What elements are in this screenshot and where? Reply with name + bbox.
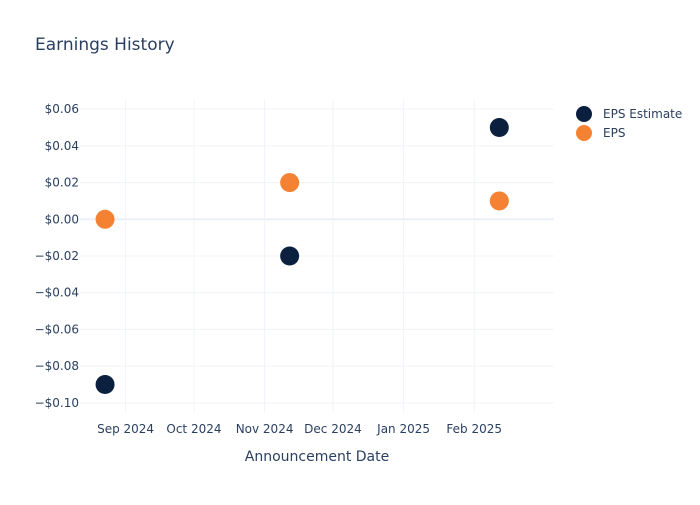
eps-point [489,191,509,211]
x-axis-ticks: Sep 2024 Oct 2024 Nov 2024 Dec 2024 Jan 2025… [97,422,502,436]
eps-estimate-point [280,246,300,266]
legend-marker [576,106,592,122]
legend-item[interactable]: EPS Estimate [576,106,682,122]
legend-label: EPS Estimate [603,107,682,121]
x-axis-title: Announcement Date [245,449,389,465]
eps-estimate-point [95,374,115,394]
grid-lines [80,100,554,412]
y-tick-label: −$0.02 [35,249,79,263]
x-tick-label: Dec 2024 [304,422,362,436]
eps-point [280,173,300,193]
y-axis-ticks: $0.06 $0.04 $0.02 $0.00 −$0.02 −$0.04 −$0.06 −$… [35,102,79,410]
y-tick-label: −$0.10 [35,396,79,410]
y-tick-label: $0.02 [45,176,79,190]
data-points [95,118,509,394]
y-tick-label: $0.06 [45,102,79,116]
x-tick-label: Sep 2024 [97,422,154,436]
x-tick-label: Oct 2024 [166,422,221,436]
eps-estimate-point [489,118,509,138]
legend[interactable]: EPS Estimate EPS [576,106,682,141]
x-tick-label: Jan 2025 [376,422,430,436]
legend-label: EPS [603,126,625,140]
y-tick-label: −$0.08 [35,359,79,373]
x-tick-label: Feb 2025 [446,422,502,436]
y-tick-label: $0.00 [45,212,79,226]
y-tick-label: $0.04 [45,139,79,153]
eps-point [95,209,115,229]
x-tick-label: Nov 2024 [236,422,294,436]
y-tick-label: −$0.06 [35,322,79,336]
legend-item[interactable]: EPS [576,125,625,141]
y-tick-label: −$0.04 [35,286,79,300]
chart-title: Earnings History [35,35,175,55]
legend-marker [576,125,592,141]
